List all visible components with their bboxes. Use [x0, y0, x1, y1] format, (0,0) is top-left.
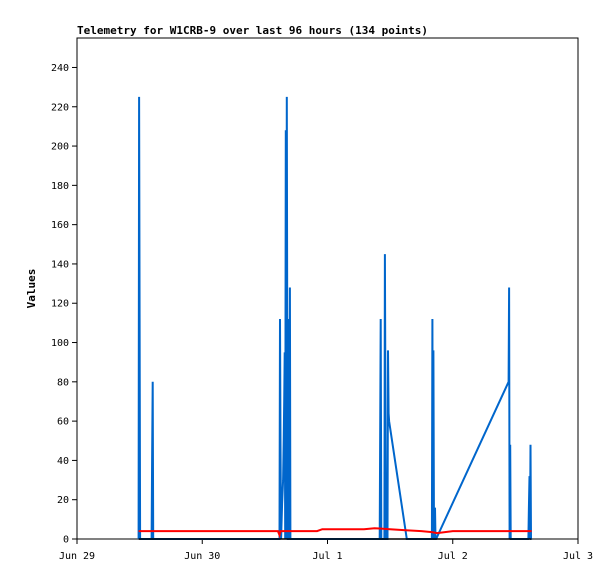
y-tick-label: 20 [57, 495, 69, 506]
y-tick-label: 100 [51, 338, 69, 349]
y-tick-label: 140 [51, 259, 69, 270]
chart-title: Telemetry for W1CRB-9 over last 96 hours… [77, 24, 428, 37]
x-tick-label: Jul 1 [312, 551, 342, 562]
y-tick-label: 240 [51, 63, 69, 74]
series-line-1 [137, 96, 532, 540]
y-tick-label: 180 [51, 181, 69, 192]
x-tick-label: Jul 3 [563, 551, 593, 562]
y-axis-label: Values [25, 269, 38, 309]
y-tick-label: 160 [51, 220, 69, 231]
y-tick-label: 0 [63, 535, 69, 546]
x-tick-label: Jun 30 [184, 551, 220, 562]
plot-area: 0 20 40 60 80 100 120 140 160 180 200 220 240 Jun 29… [51, 37, 593, 562]
y-tick-label: 220 [51, 102, 69, 113]
y-tick-label: 120 [51, 299, 69, 310]
y-tick-label: 40 [57, 456, 69, 467]
y-axis: 0 20 40 60 80 100 120 140 160 180 200 220 240 [51, 63, 77, 546]
y-tick-label: 60 [57, 417, 69, 428]
x-tick-label: Jul 2 [438, 551, 468, 562]
y-tick-label: 200 [51, 142, 69, 153]
series-line-2 [138, 527, 532, 539]
y-tick-label: 80 [57, 377, 69, 388]
x-tick-label: Jun 29 [59, 551, 95, 562]
series-layer [137, 96, 532, 540]
